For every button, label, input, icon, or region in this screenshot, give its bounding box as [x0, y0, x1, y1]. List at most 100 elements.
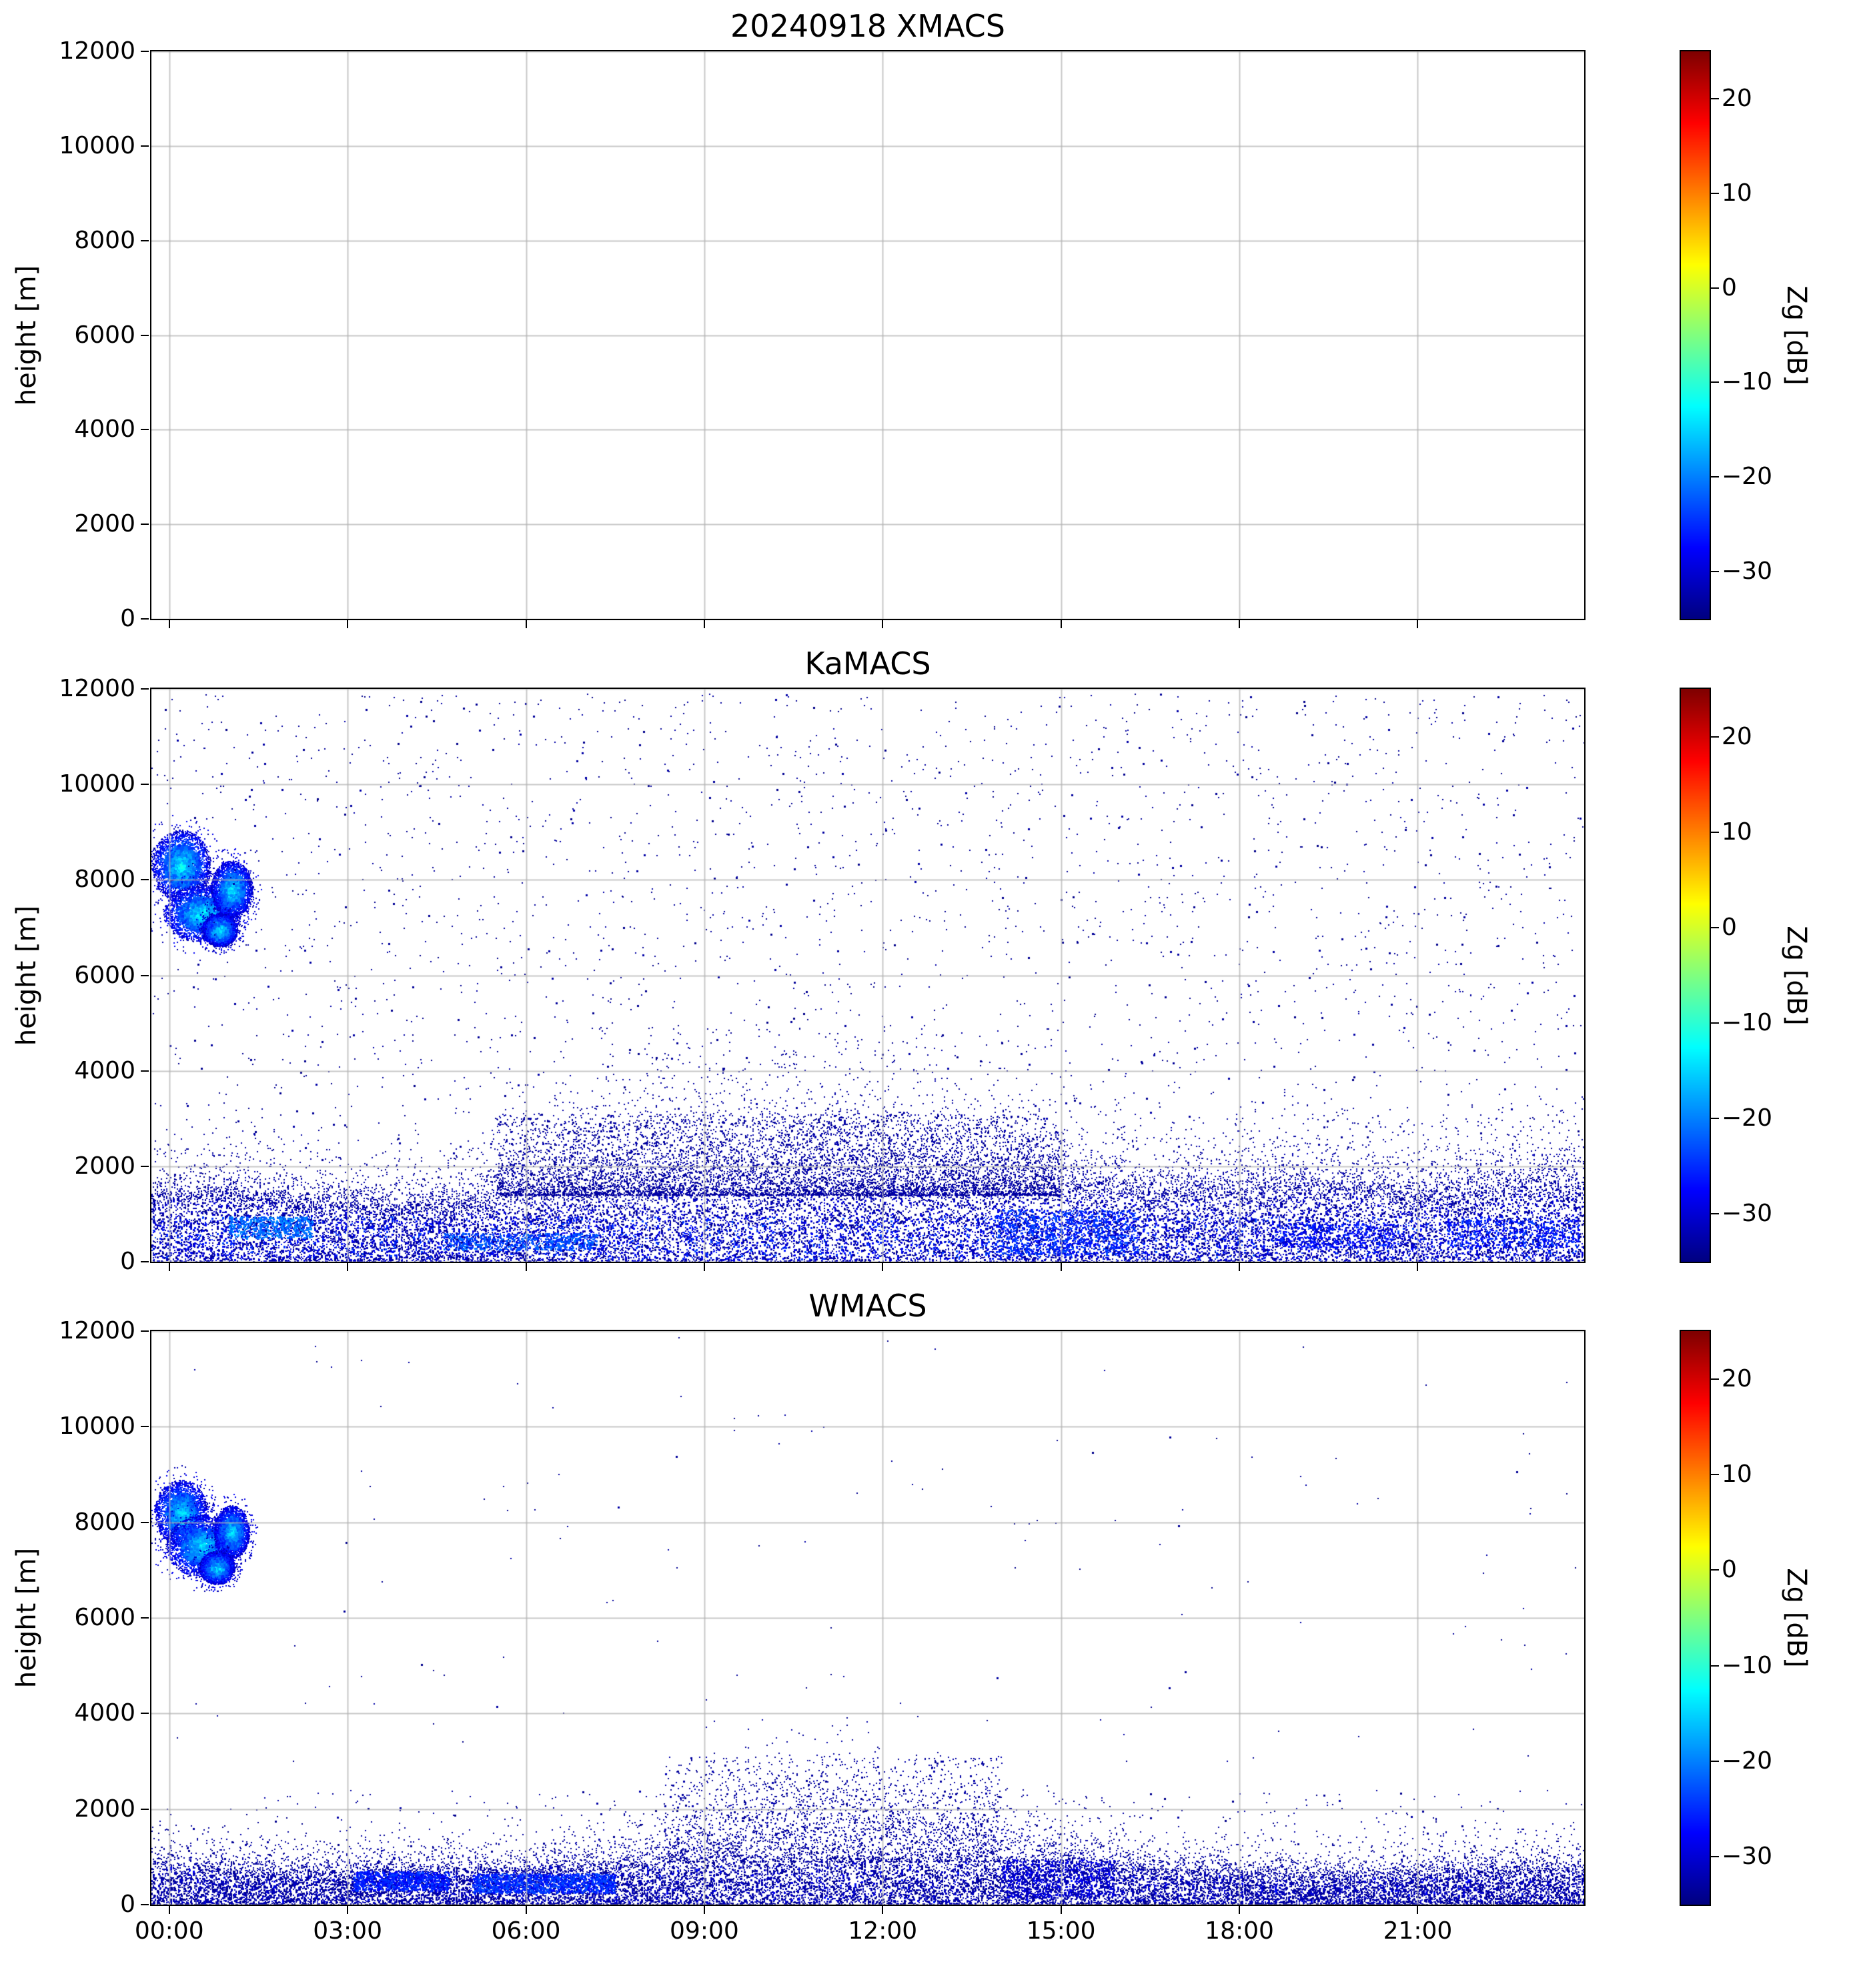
colorbar-tick-mark — [1711, 1856, 1719, 1858]
x-tick-mark — [525, 1906, 527, 1914]
x-tick-mark — [1060, 1263, 1062, 1271]
y-tick-label: 6000 — [74, 1604, 135, 1631]
plot-area-xmacs — [150, 50, 1586, 620]
y-tick-label: 4000 — [74, 1699, 135, 1727]
colorbar-tick-label: −30 — [1722, 558, 1772, 586]
plot-area-wmacs — [150, 1330, 1586, 1906]
colorbar-tick-mark — [1711, 1378, 1719, 1380]
y-tick-label: 2000 — [74, 1152, 135, 1180]
y-tick-mark — [141, 1330, 149, 1332]
x-tick-mark — [1239, 620, 1241, 628]
y-tick-mark — [141, 974, 149, 976]
y-tick-mark — [141, 145, 149, 147]
colorbar-tick-label: 20 — [1722, 1364, 1752, 1392]
x-tick-mark — [347, 1263, 349, 1271]
x-tick-label: 03:00 — [313, 1917, 382, 1945]
y-tick-mark — [141, 688, 149, 690]
x-tick-mark — [882, 620, 884, 628]
colorbar-tick-mark — [1711, 831, 1719, 833]
colorbar-tick-mark — [1711, 1569, 1719, 1571]
y-tick-label: 2000 — [74, 510, 135, 538]
x-tick-mark — [347, 1906, 349, 1914]
colorbar-tick-label: 0 — [1722, 913, 1737, 941]
y-tick-mark — [141, 1617, 149, 1619]
x-tick-mark — [347, 620, 349, 628]
plot-area-kamacs — [150, 688, 1586, 1263]
colorbar-tick-label: −20 — [1722, 1747, 1772, 1775]
y-tick-mark — [141, 1521, 149, 1523]
y-tick-label: 12000 — [59, 675, 135, 702]
colorbar-tick-mark — [1711, 476, 1719, 478]
y-tick-label: 8000 — [74, 226, 135, 254]
colorbar-tick-mark — [1711, 192, 1719, 194]
colorbar-tick-mark — [1711, 381, 1719, 383]
y-tick-label: 8000 — [74, 866, 135, 894]
kamacs-heatmap-canvas — [151, 689, 1584, 1262]
y-tick-label: 10000 — [59, 1412, 135, 1440]
y-tick-mark — [141, 429, 149, 431]
x-tick-label: 15:00 — [1026, 1917, 1096, 1945]
y-tick-label: 10000 — [59, 770, 135, 798]
colorbar-gradient-kamacs — [1681, 689, 1710, 1262]
colorbar-tick-mark — [1711, 1665, 1719, 1667]
colorbar-tick-mark — [1711, 1474, 1719, 1475]
x-tick-mark — [1417, 1263, 1419, 1271]
y-tick-label: 12000 — [59, 37, 135, 65]
x-tick-mark — [703, 620, 705, 628]
y-tick-mark — [141, 1261, 149, 1262]
colorbar-tick-label: −20 — [1722, 463, 1772, 491]
y-tick-label: 12000 — [59, 1317, 135, 1344]
xmacs-heatmap-canvas — [151, 51, 1584, 619]
colorbar-tick-mark — [1711, 736, 1719, 738]
y-tick-label: 10000 — [59, 131, 135, 159]
colorbar-tick-mark — [1711, 926, 1719, 928]
x-tick-mark — [1417, 1906, 1419, 1914]
y-tick-mark — [141, 1426, 149, 1428]
x-tick-label: 06:00 — [491, 1917, 561, 1945]
x-tick-mark — [1060, 1906, 1062, 1914]
colorbar-tick-mark — [1711, 97, 1719, 99]
y-tick-mark — [141, 1713, 149, 1715]
colorbar-tick-label: 0 — [1722, 273, 1737, 301]
y-tick-label: 0 — [120, 605, 135, 632]
y-tick-label: 0 — [120, 1248, 135, 1275]
panel-title-wmacs: WMACS — [808, 1288, 927, 1324]
x-tick-label: 12:00 — [848, 1917, 918, 1945]
colorbar-tick-label: 10 — [1722, 818, 1752, 846]
wmacs-heatmap-canvas — [151, 1331, 1584, 1905]
colorbar-tick-label: −10 — [1722, 368, 1772, 396]
x-tick-mark — [882, 1263, 884, 1271]
y-tick-mark — [141, 618, 149, 620]
x-tick-mark — [703, 1906, 705, 1914]
y-tick-label: 2000 — [74, 1795, 135, 1823]
y-tick-mark — [141, 784, 149, 786]
x-tick-mark — [525, 1263, 527, 1271]
colorbar-tick-mark — [1711, 1213, 1719, 1215]
y-tick-label: 4000 — [74, 415, 135, 443]
y-tick-label: 6000 — [74, 961, 135, 989]
y-tick-mark — [141, 239, 149, 241]
y-tick-mark — [141, 1808, 149, 1810]
y-tick-mark — [141, 879, 149, 881]
colorbar-tick-label: −30 — [1722, 1843, 1772, 1871]
x-tick-mark — [703, 1263, 705, 1271]
y-tick-mark — [141, 334, 149, 336]
x-tick-mark — [168, 620, 170, 628]
colorbar-tick-mark — [1711, 287, 1719, 289]
colorbar-gradient-wmacs — [1681, 1331, 1710, 1905]
colorbar-tick-label: −30 — [1722, 1200, 1772, 1228]
colorbar-tick-label: 10 — [1722, 1460, 1752, 1488]
colorbar-gradient-xmacs — [1681, 51, 1710, 619]
x-tick-mark — [168, 1906, 170, 1914]
colorbar-tick-label: 0 — [1722, 1556, 1737, 1584]
y-tick-mark — [141, 524, 149, 526]
x-tick-label: 18:00 — [1205, 1917, 1274, 1945]
y-tick-label: 6000 — [74, 321, 135, 349]
y-tick-label: 8000 — [74, 1508, 135, 1536]
y-tick-mark — [141, 51, 149, 52]
colorbar-tick-label: 20 — [1722, 722, 1752, 750]
colorbar-tick-mark — [1711, 1761, 1719, 1762]
colorbar-tick-label: 10 — [1722, 179, 1752, 207]
